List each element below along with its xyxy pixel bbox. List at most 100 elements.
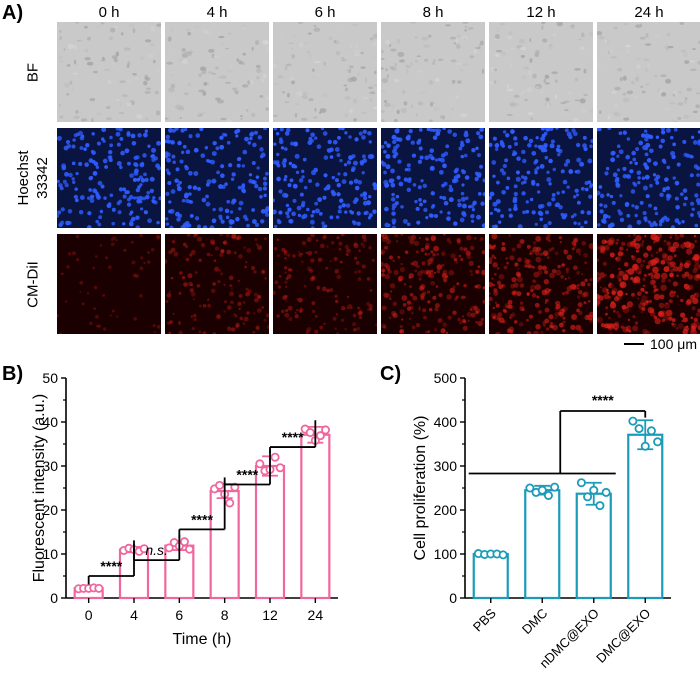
- time-label: 6 h: [314, 4, 336, 21]
- bar: [575, 492, 612, 600]
- x-tick-label: 0: [85, 607, 93, 623]
- data-point: [94, 583, 104, 593]
- dii-image: [57, 234, 161, 334]
- row-label-line: 33342: [34, 157, 51, 199]
- y-tick-label: 0: [449, 590, 457, 606]
- bf-image: [597, 22, 700, 122]
- sig-label: ****: [592, 392, 614, 408]
- chart-cell-proliferation: 0 100 200 300 400 500 Cell proliferation (%) PB…: [412, 370, 671, 671]
- row-label: CM-DiI: [24, 234, 43, 334]
- data-point: [628, 416, 638, 426]
- time-label: 12 h: [526, 4, 556, 21]
- panel-b-letter: B): [2, 363, 24, 385]
- data-point: [498, 550, 508, 560]
- data-point: [275, 463, 285, 473]
- sig-label: ****: [100, 558, 122, 574]
- row-label-line: Hoechst: [15, 150, 32, 206]
- data-point: [225, 498, 235, 508]
- x-axis-label: Time (h): [173, 631, 232, 648]
- x-tick-label: DMC@EXO: [593, 606, 653, 666]
- time-label: 0 h: [98, 4, 120, 21]
- data-point: [525, 483, 535, 493]
- y-tick-label: 300: [434, 458, 458, 474]
- data-point: [640, 441, 650, 451]
- sig-label: ****: [282, 429, 304, 445]
- time-label: 8 h: [422, 4, 444, 21]
- data-point: [576, 478, 586, 488]
- data-point: [321, 425, 331, 435]
- bf-image: [273, 22, 377, 122]
- dii-image: [597, 234, 700, 334]
- time-label: 4 h: [206, 4, 228, 21]
- data-point: [215, 480, 225, 490]
- data-point: [589, 485, 599, 495]
- row-label: BF: [24, 22, 43, 122]
- data-point: [315, 431, 325, 441]
- data-point: [305, 428, 315, 438]
- bf-image: [489, 22, 593, 122]
- bar: [627, 433, 664, 600]
- y-tick-label: 30: [42, 458, 58, 474]
- y-tick-label: 200: [434, 502, 458, 518]
- data-point: [255, 459, 265, 469]
- y-axis-label: Cell proliferation (%): [412, 416, 429, 561]
- panel-c-letter: C): [380, 363, 402, 385]
- bar: [300, 433, 331, 600]
- data-point: [601, 487, 611, 497]
- data-point: [646, 426, 656, 436]
- bf-image: [57, 22, 161, 122]
- x-tick-label: PBS: [470, 605, 499, 634]
- y-tick-label: 100: [434, 546, 458, 562]
- data-point: [550, 482, 560, 492]
- data-point: [537, 485, 547, 495]
- data-point: [270, 452, 280, 462]
- dii-image: [273, 234, 377, 334]
- scale-bar: [624, 343, 644, 345]
- data-point: [583, 492, 593, 502]
- data-point: [179, 537, 189, 547]
- row-label: Hoechst 33342: [14, 128, 52, 228]
- y-axis-label: Fluorescent intensity (a.u.): [31, 394, 48, 583]
- data-point: [653, 437, 663, 447]
- x-tick-label: 8: [221, 607, 229, 623]
- hoechst-image: [273, 128, 377, 228]
- y-tick-label: 20: [42, 502, 58, 518]
- hoechst-image: [489, 128, 593, 228]
- bf-image: [381, 22, 485, 122]
- x-tick-label: 12: [262, 607, 278, 623]
- data-point: [185, 544, 195, 554]
- data-point: [139, 544, 149, 554]
- hoechst-image: [165, 128, 269, 228]
- row-label-line: BF: [24, 62, 42, 82]
- hoechst-image: [597, 128, 700, 228]
- bf-image: [165, 22, 269, 122]
- hoechst-image: [57, 128, 161, 228]
- x-tick-label: DMC: [519, 606, 551, 638]
- row-label-line: CM-DiI: [24, 260, 42, 308]
- panel-a-letter: A): [2, 2, 24, 24]
- data-point: [164, 543, 174, 553]
- x-tick-label: 24: [308, 607, 324, 623]
- sig-label: n.s.: [145, 542, 168, 558]
- y-tick-label: 10: [42, 546, 58, 562]
- bar: [472, 552, 509, 600]
- data-point: [543, 490, 553, 500]
- x-tick-label: 4: [130, 607, 138, 623]
- y-tick-label: 40: [42, 414, 58, 430]
- y-tick-label: 0: [50, 590, 58, 606]
- x-tick-label: 6: [175, 607, 183, 623]
- dii-image: [381, 234, 485, 334]
- data-point: [634, 424, 644, 434]
- hoechst-image: [381, 128, 485, 228]
- bar: [254, 464, 286, 600]
- y-tick-label: 50: [42, 370, 58, 386]
- bar: [524, 489, 561, 600]
- time-label: 24 h: [634, 4, 664, 21]
- data-point: [595, 501, 605, 511]
- dii-image: [165, 234, 269, 334]
- sig-label: ****: [191, 511, 213, 527]
- scale-bar-label: 100 μm: [650, 336, 697, 352]
- dii-image: [489, 234, 593, 334]
- y-tick-label: 400: [434, 414, 458, 430]
